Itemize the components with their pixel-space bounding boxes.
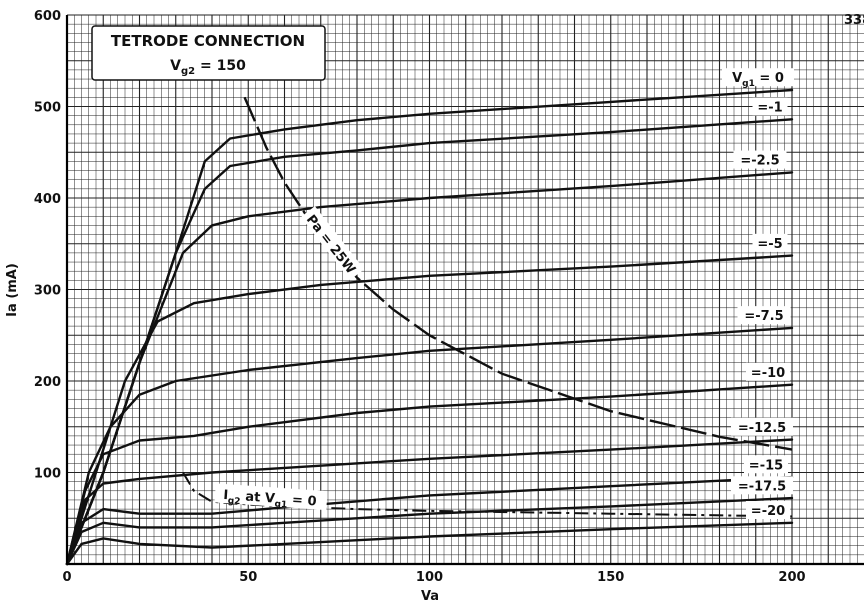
svg-text:=-10: =-10 bbox=[751, 366, 785, 381]
curves bbox=[65, 88, 794, 566]
series-label-7: =-15 bbox=[744, 455, 788, 474]
x-tick-label: 0 bbox=[62, 570, 71, 585]
svg-text:Ig2 at Vg1 = 0: Ig2 at Vg1 = 0 bbox=[223, 488, 317, 512]
y-tick-label: 500 bbox=[34, 101, 61, 116]
y-tick-label: 300 bbox=[34, 284, 61, 299]
y-tick-label: 400 bbox=[34, 192, 61, 207]
y-axis-label: Ia (mA) bbox=[5, 263, 20, 317]
title-box: TETRODE CONNECTION Vg2 = 150 bbox=[91, 25, 326, 81]
series-line-6 bbox=[65, 438, 794, 566]
svg-text:=-15: =-15 bbox=[749, 458, 783, 473]
y-tick-label: 100 bbox=[34, 467, 61, 482]
page-number: 338 bbox=[844, 13, 864, 28]
series-line-2 bbox=[65, 171, 794, 566]
svg-text:=-5: =-5 bbox=[757, 237, 782, 252]
series-line-7 bbox=[65, 475, 794, 566]
svg-text:=-20: =-20 bbox=[751, 504, 785, 519]
ig2-curve-label: Ig2 at Vg1 = 0 bbox=[214, 483, 328, 512]
series-line-4 bbox=[65, 326, 794, 566]
x-tick-label: 50 bbox=[239, 570, 257, 585]
svg-text:=-1: =-1 bbox=[757, 101, 782, 116]
series-line-8 bbox=[65, 496, 794, 566]
series-line-9 bbox=[65, 521, 794, 566]
series-label-2: =-2.5 bbox=[733, 150, 787, 169]
svg-text:=-12.5: =-12.5 bbox=[738, 421, 786, 436]
x-axis-label: Va bbox=[421, 589, 439, 604]
series-label-8: =-17.5 bbox=[731, 476, 793, 495]
pa-25w-curve bbox=[243, 96, 793, 451]
series-label-4: =-7.5 bbox=[737, 306, 791, 325]
series-label-9: =-20 bbox=[746, 501, 790, 520]
svg-text:=-7.5: =-7.5 bbox=[744, 309, 783, 324]
chart-title: TETRODE CONNECTION bbox=[111, 32, 305, 50]
series-label-5: =-10 bbox=[746, 362, 790, 381]
svg-text:=-17.5: =-17.5 bbox=[738, 479, 786, 494]
axes: 0 50 100 150 200 100 200 300 400 500 600 bbox=[34, 9, 864, 585]
series-line-5 bbox=[65, 383, 794, 566]
svg-text:=-2.5: =-2.5 bbox=[740, 154, 779, 169]
y-tick-label: 200 bbox=[34, 375, 61, 390]
svg-text:Vg1 = 0: Vg1 = 0 bbox=[732, 71, 784, 89]
series-label-0: Vg1 = 0 bbox=[722, 68, 794, 89]
chart-subtitle: Vg2 = 150 bbox=[170, 58, 246, 77]
series-label-6: =-12.5 bbox=[731, 417, 793, 436]
series-label-3: =-5 bbox=[752, 233, 788, 252]
series-label-1: =-1 bbox=[752, 97, 788, 116]
x-tick-label: 200 bbox=[778, 570, 805, 585]
y-tick-label: 600 bbox=[34, 9, 61, 24]
x-tick-label: 100 bbox=[416, 570, 443, 585]
x-tick-label: 150 bbox=[597, 570, 624, 585]
